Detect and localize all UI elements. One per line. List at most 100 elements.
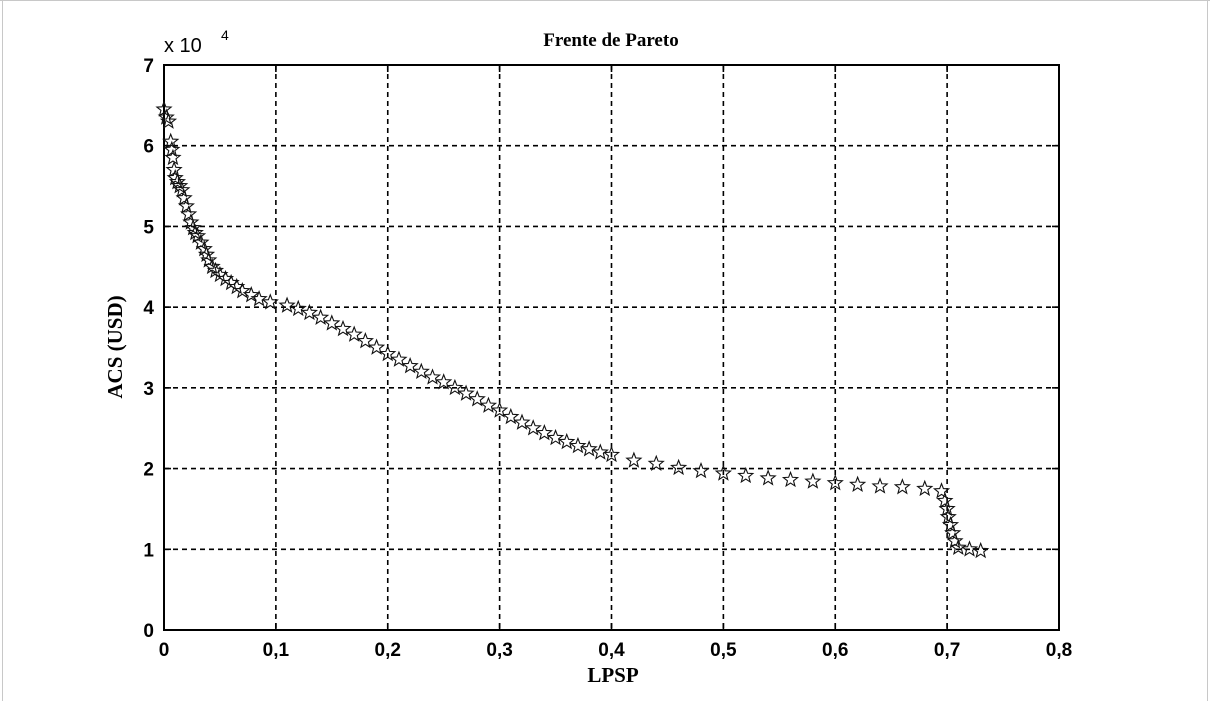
data-point-star: [849, 475, 867, 493]
data-point-star: [960, 540, 979, 557]
data-point-star: [157, 108, 175, 125]
data-point-star: [184, 219, 202, 236]
data-point-star: [379, 344, 397, 362]
data-point-star: [893, 478, 911, 495]
data-point-star: [203, 257, 221, 275]
data-point-star: [932, 482, 951, 499]
data-point-star: [356, 332, 374, 349]
data-point-star: [177, 197, 195, 214]
data-point-star: [171, 177, 189, 194]
data-point-star: [164, 148, 182, 166]
data-point-star: [804, 472, 822, 489]
frame-line-left: [2, 0, 3, 701]
data-point-star: [233, 281, 251, 299]
grid-lines: [164, 65, 1059, 630]
x-tick-label: 0,5: [710, 640, 737, 661]
data-point-star: [949, 538, 967, 555]
data-point-star: [186, 223, 204, 241]
data-point-star: [192, 233, 210, 250]
data-point-star: [446, 378, 464, 396]
data-point-star: [972, 541, 990, 559]
data-point-star: [535, 424, 553, 441]
data-point-star: [871, 477, 889, 494]
data-point-star: [916, 479, 934, 497]
data-point-star: [278, 296, 296, 313]
data-point-star: [261, 293, 279, 310]
data-point-star: [175, 189, 193, 206]
x-axis-label: LPSP: [587, 663, 639, 687]
data-point-star: [946, 532, 964, 549]
data-point-star: [941, 516, 960, 533]
y-tick-label: 4: [143, 298, 154, 319]
data-point-star: [334, 319, 352, 337]
data-point-star: [944, 524, 962, 541]
data-point-star: [323, 314, 341, 331]
y-tick-label: 7: [143, 56, 154, 77]
data-point-star: [155, 100, 173, 117]
data-point-star: [781, 470, 800, 488]
data-point-star: [625, 451, 643, 468]
data-point-star: [513, 413, 531, 430]
data-point-star: [180, 205, 198, 222]
x-tick-label: 0,4: [598, 640, 625, 661]
data-point-star: [401, 357, 419, 374]
data-point-star: [367, 338, 386, 355]
data-point-star: [423, 368, 442, 385]
y-tick-label: 1: [143, 540, 154, 561]
data-point-star: [502, 407, 520, 425]
data-point-star: [569, 436, 587, 454]
y-tick-label: 5: [143, 217, 154, 238]
y-multiplier-exponent: 4: [221, 27, 229, 43]
data-point-star: [390, 350, 408, 367]
data-point-star: [558, 432, 576, 450]
data-point-star: [168, 173, 187, 190]
data-point-star: [435, 373, 453, 390]
data-points: [155, 100, 990, 559]
data-point-star: [345, 325, 363, 342]
chart-title: Frente de Pareto: [543, 30, 678, 51]
data-point-star: [692, 461, 710, 479]
x-tick-label: 0: [159, 640, 170, 661]
frame-line-top: [0, 0, 1210, 1]
x-tick-label: 0,3: [486, 640, 512, 661]
x-tick-label: 0,8: [1046, 640, 1072, 661]
data-point-star: [580, 440, 598, 457]
data-point-star: [939, 507, 957, 525]
data-point-star: [166, 168, 184, 186]
data-point-star: [670, 458, 688, 476]
frame-line-right: [1207, 0, 1208, 701]
data-point-star: [200, 251, 218, 268]
y-tick-label: 3: [143, 379, 154, 400]
data-point-star: [289, 299, 307, 317]
data-point-star: [737, 466, 755, 484]
axis-ticks: 0 0,1 0,2 0,3 0,4 0,5 0,6 0,7 0,8 0 1 2 3 4 5 6 7: [143, 56, 1072, 661]
data-point-star: [936, 491, 954, 509]
y-tick-label: 2: [143, 460, 154, 481]
data-point-star: [242, 286, 260, 303]
x-tick-label: 0,7: [934, 640, 960, 661]
data-point-star: [602, 445, 621, 463]
data-point-star: [491, 401, 509, 418]
y-axis-label: ACS (USD): [103, 295, 127, 398]
y-tick-label: 6: [143, 137, 154, 158]
data-point-star: [759, 469, 777, 486]
data-point-star: [457, 384, 475, 401]
x-tick-label: 0,1: [263, 640, 290, 661]
y-multiplier-base: x 10: [164, 35, 202, 57]
data-point-star: [250, 290, 268, 307]
data-point-star: [312, 308, 330, 325]
data-point-star: [159, 112, 178, 129]
data-point-star: [188, 227, 207, 244]
data-point-star: [173, 181, 191, 198]
data-point-star: [524, 419, 542, 436]
data-point-star: [300, 303, 319, 321]
data-point-star: [468, 390, 486, 407]
x-tick-label: 0,6: [822, 640, 848, 661]
data-point-star: [591, 443, 609, 460]
data-point-star: [826, 474, 844, 491]
data-point-star: [546, 428, 565, 446]
data-point-star: [479, 396, 498, 413]
y-tick-label: 0: [143, 621, 154, 642]
data-point-star: [647, 454, 665, 472]
